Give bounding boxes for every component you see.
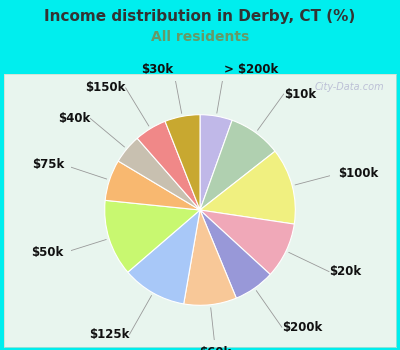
Text: $75k: $75k: [32, 159, 64, 172]
Text: City-Data.com: City-Data.com: [315, 82, 384, 92]
Text: $10k: $10k: [284, 88, 316, 100]
Text: $150k: $150k: [85, 82, 126, 95]
Wedge shape: [200, 115, 232, 210]
Wedge shape: [105, 161, 200, 210]
Wedge shape: [200, 120, 275, 210]
Wedge shape: [184, 210, 236, 305]
Text: $50k: $50k: [31, 246, 64, 259]
Wedge shape: [105, 200, 200, 272]
Wedge shape: [128, 210, 200, 304]
Text: All residents: All residents: [151, 30, 249, 44]
Text: $200k: $200k: [282, 321, 322, 334]
Wedge shape: [200, 151, 295, 224]
Text: $100k: $100k: [338, 167, 378, 180]
Text: $60k: $60k: [200, 345, 232, 350]
Text: $125k: $125k: [89, 328, 130, 341]
Wedge shape: [165, 115, 200, 210]
Wedge shape: [118, 138, 200, 210]
Text: > $200k: > $200k: [224, 63, 279, 76]
Text: Income distribution in Derby, CT (%): Income distribution in Derby, CT (%): [44, 9, 356, 24]
Wedge shape: [200, 210, 270, 298]
Text: $20k: $20k: [329, 265, 361, 278]
Text: $40k: $40k: [58, 112, 90, 125]
Wedge shape: [200, 210, 294, 274]
Wedge shape: [137, 121, 200, 210]
Text: $30k: $30k: [141, 63, 173, 76]
